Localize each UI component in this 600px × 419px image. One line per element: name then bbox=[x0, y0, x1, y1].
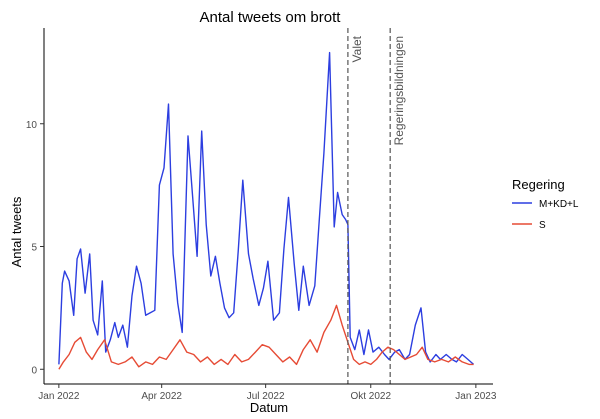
legend-title: Regering bbox=[512, 177, 565, 192]
x-tick-label-1: Jan 2022 bbox=[38, 391, 80, 402]
y-tick-label-3: 10 bbox=[26, 120, 38, 131]
chart-title: Antal tweets om brott bbox=[200, 9, 342, 26]
y-tick-label-2: 5 bbox=[31, 243, 37, 254]
x-tick-label-5: Jan 2023 bbox=[455, 391, 497, 402]
y-axis-label: Antal tweets bbox=[9, 196, 24, 267]
y-tick-label-1: 0 bbox=[31, 365, 37, 376]
x-tick-label-3: Jul 2022 bbox=[247, 391, 285, 402]
legend-label-1: M+KD+L bbox=[539, 199, 579, 210]
x-axis-label: Datum bbox=[250, 400, 288, 415]
x-tick-label-2: Apr 2022 bbox=[141, 391, 182, 402]
series-line-2 bbox=[58, 304, 474, 370]
axes: 0 5 10 Jan 2022 Apr 2022 Jul 2022 Okt 2022 Jan … bbox=[26, 28, 497, 402]
legend: Regering M+KD+L S bbox=[512, 177, 579, 231]
vline-label-1: Valet bbox=[350, 35, 364, 62]
plot-area: Valet Regeringsbildningen bbox=[58, 28, 475, 384]
legend-label-2: S bbox=[539, 220, 546, 231]
vline-label-2: Regeringsbildningen bbox=[392, 36, 406, 145]
x-tick-label-4: Okt 2022 bbox=[350, 391, 391, 402]
